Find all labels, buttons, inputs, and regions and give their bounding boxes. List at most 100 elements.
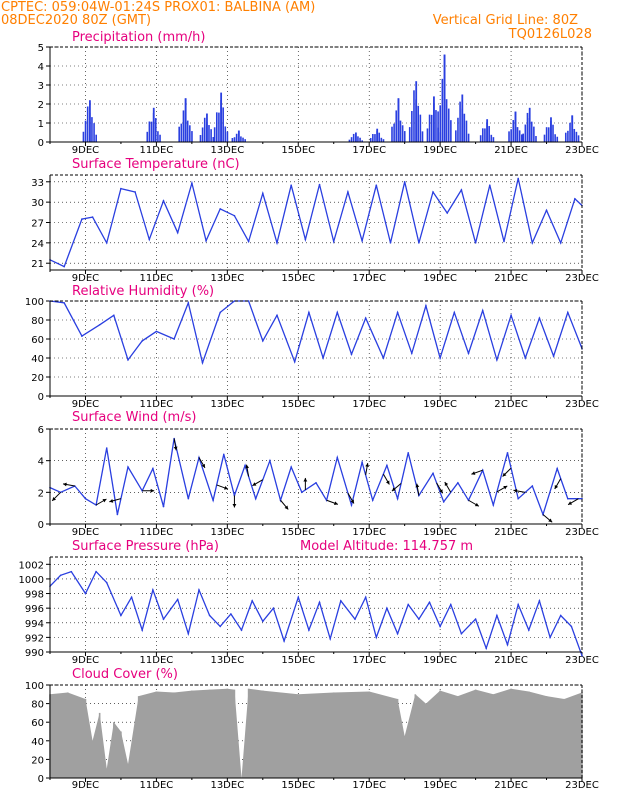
y-tick-label: 60 <box>31 718 44 729</box>
cloud-bar <box>368 691 370 778</box>
data-point <box>191 182 193 184</box>
data-point <box>276 314 278 317</box>
precip-bar <box>437 111 439 142</box>
precip-bar <box>415 81 418 142</box>
x-tick-label: 15DEC <box>281 527 315 538</box>
data-point <box>205 240 207 242</box>
wind-arrow <box>51 491 61 502</box>
precip-bar <box>556 136 559 142</box>
data-point <box>162 505 165 508</box>
wind-arrow <box>391 482 402 492</box>
data-point <box>574 197 576 200</box>
data-point <box>187 632 190 635</box>
data-point <box>173 338 175 340</box>
data-point <box>492 504 495 506</box>
data-point <box>187 302 190 304</box>
precip-bar <box>426 128 429 142</box>
data-point <box>272 607 275 609</box>
y-tick-label: 24 <box>31 239 44 250</box>
data-point <box>105 581 108 584</box>
data-point <box>581 654 583 657</box>
x-tick-label: 13DEC <box>210 273 244 284</box>
data-point <box>340 600 342 602</box>
wind-arrow-head <box>513 488 518 493</box>
precip-bar <box>512 120 515 142</box>
x-tick-label: 23DEC <box>565 273 599 284</box>
precip-bar <box>369 138 372 142</box>
precip-bar <box>411 110 413 142</box>
x-tick-label: 9DEC <box>72 780 99 791</box>
precip-bar <box>242 137 244 142</box>
precip-bar <box>445 99 448 142</box>
precip-bar <box>350 137 353 142</box>
wind-arrow-head <box>201 463 205 468</box>
data-point <box>528 629 530 631</box>
precip-bar <box>419 114 422 142</box>
precip-bar <box>218 112 220 142</box>
x-tick-label: 17DEC <box>352 655 386 666</box>
y-tick-label: 2 <box>38 100 44 111</box>
x-tick-label: 13DEC <box>210 780 244 791</box>
data-point <box>545 209 548 212</box>
precip-bar <box>357 136 359 142</box>
data-point <box>120 614 122 617</box>
wind-arrow <box>245 464 250 477</box>
precip-bar <box>567 130 569 142</box>
data-point <box>222 453 225 456</box>
x-tick-label: 11DEC <box>140 527 174 538</box>
data-point <box>70 570 73 573</box>
y-tick-label: 21 <box>31 259 44 270</box>
wind-arrow <box>554 478 562 490</box>
header-date: 08DEC2020 80Z (GMT) <box>1 13 152 28</box>
series-line <box>49 438 582 517</box>
x-tick-label: 23DEC <box>565 527 599 538</box>
x-tick-label: 21DEC <box>494 527 528 538</box>
data-point <box>364 317 367 319</box>
data-point <box>95 570 97 573</box>
precip-bar <box>397 98 400 142</box>
data-point <box>457 482 459 484</box>
cloud-bar <box>262 690 264 778</box>
y-tick-label: 4 <box>38 457 44 468</box>
data-point <box>439 625 441 628</box>
precip-bar <box>459 101 461 142</box>
x-tick-label: 9DEC <box>72 655 99 666</box>
data-point <box>120 187 122 190</box>
cloud-bar <box>474 689 477 778</box>
data-point <box>244 464 246 467</box>
cloud-bar <box>414 694 417 778</box>
data-point <box>531 242 534 244</box>
y-tick-label: 5 <box>38 43 44 54</box>
data-point <box>375 184 378 186</box>
data-point <box>254 497 257 500</box>
precip-bar <box>393 123 395 142</box>
data-point <box>371 499 374 502</box>
precip-bar <box>380 137 383 142</box>
precip-bar <box>457 117 459 142</box>
x-tick-label: 21DEC <box>494 780 528 791</box>
precip-bar <box>401 125 404 142</box>
x-tick-label: 9DEC <box>72 145 99 156</box>
data-point <box>432 191 434 193</box>
x-tick-label: 21DEC <box>494 145 528 156</box>
data-point <box>517 177 519 180</box>
precip-bar <box>577 135 580 142</box>
x-tick-label: 21DEC <box>494 399 528 410</box>
precip-bar <box>150 121 153 142</box>
precip-bar <box>159 134 161 142</box>
data-point <box>336 311 339 314</box>
y-tick-label: 998 <box>25 590 44 601</box>
cloud-bar <box>403 736 406 778</box>
wind-arrow-head <box>503 485 508 490</box>
precip-bar <box>93 123 95 142</box>
x-tick-label: 15DEC <box>281 399 315 410</box>
precip-bar <box>208 125 210 142</box>
wind-arrow <box>142 488 155 493</box>
data-point <box>503 240 505 243</box>
x-tick-label: 9DEC <box>72 399 99 410</box>
data-point <box>449 603 452 606</box>
data-point <box>389 242 392 244</box>
data-point <box>407 451 410 454</box>
wind-arrow-head <box>333 501 338 505</box>
precip-bar <box>435 110 437 142</box>
